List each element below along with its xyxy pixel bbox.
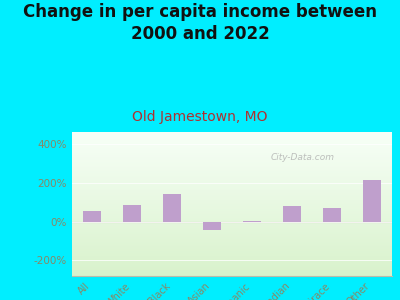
Bar [163,194,181,221]
Bar [83,211,101,221]
Text: Change in per capita income between
2000 and 2022: Change in per capita income between 2000… [23,3,377,43]
Bar [243,220,261,221]
Bar [203,221,221,230]
Text: City-Data.com: City-Data.com [270,153,334,162]
Bar [283,206,301,221]
Bar [363,180,381,221]
Bar [123,205,141,221]
Text: Old Jamestown, MO: Old Jamestown, MO [132,110,268,124]
Bar [323,208,341,221]
